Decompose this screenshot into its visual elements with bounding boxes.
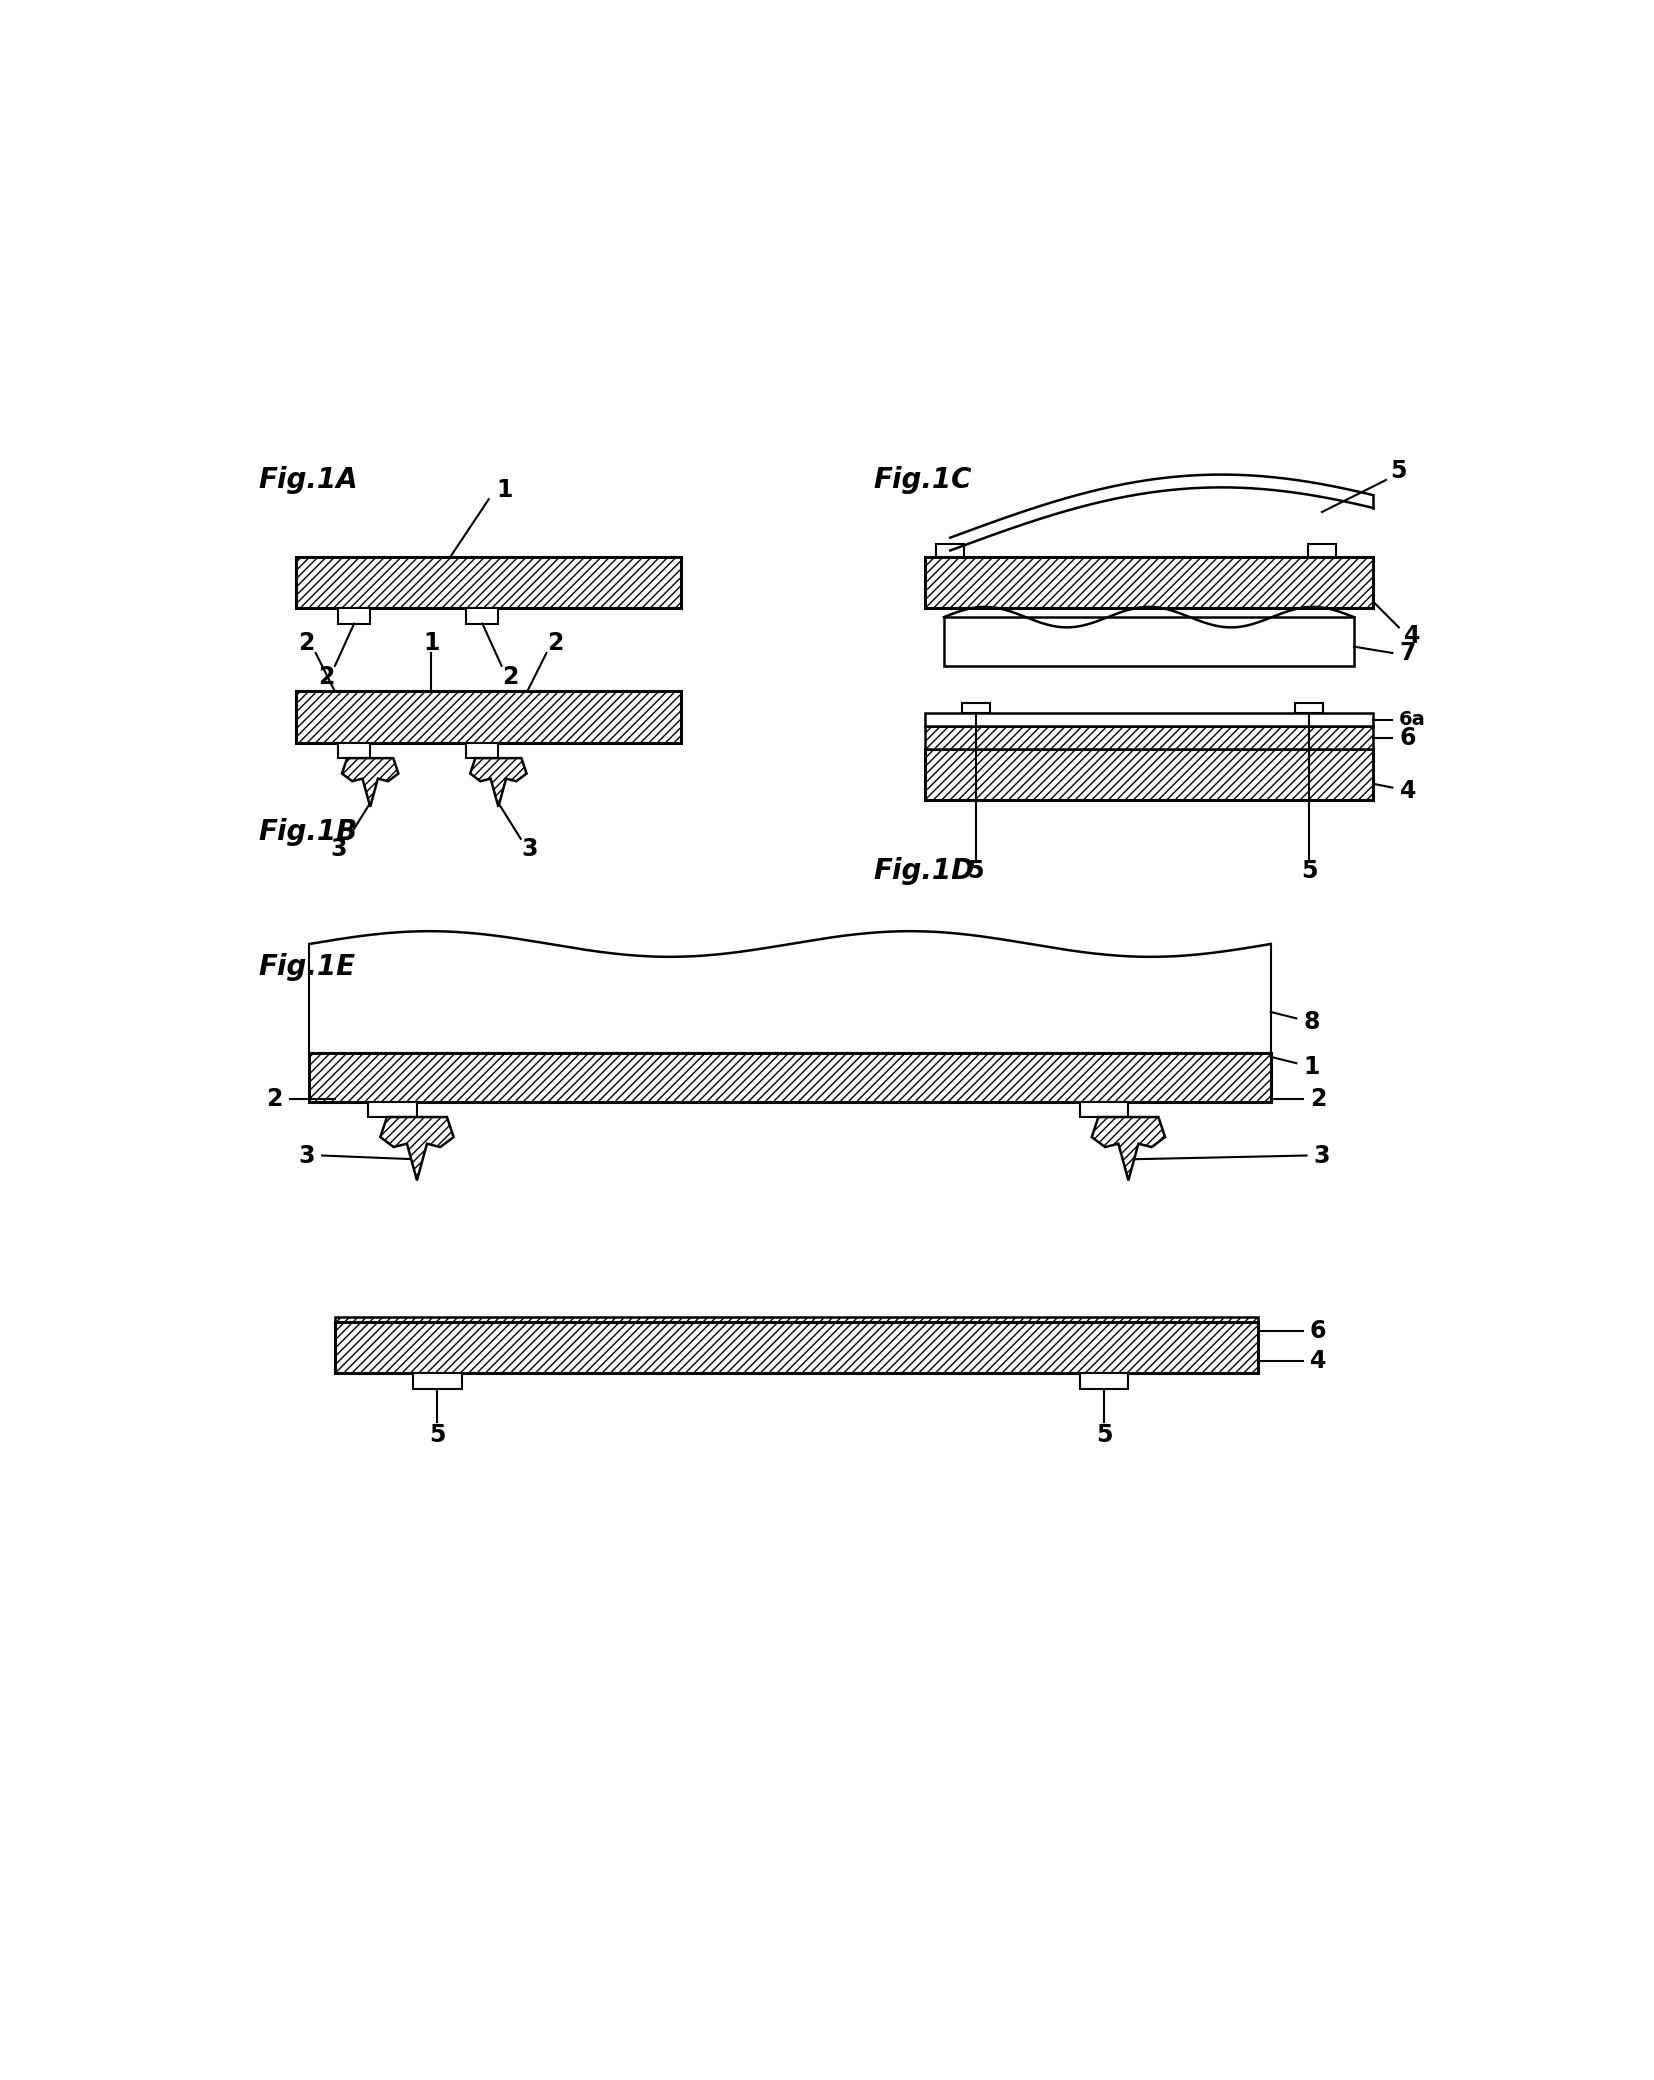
- Bar: [1080, 1373, 1128, 1389]
- Bar: [337, 743, 370, 757]
- Text: 5: 5: [968, 859, 984, 882]
- Text: 2: 2: [503, 666, 519, 688]
- Text: 3: 3: [1313, 1144, 1330, 1167]
- Text: 5: 5: [1097, 1423, 1111, 1448]
- Bar: [414, 1373, 461, 1389]
- Bar: [1295, 703, 1323, 713]
- Text: 7: 7: [1399, 641, 1416, 666]
- Text: Fig.1D: Fig.1D: [873, 857, 974, 884]
- Text: Fig.1B: Fig.1B: [258, 820, 357, 847]
- Text: 5: 5: [1391, 460, 1408, 483]
- Text: 2: 2: [1310, 1088, 1327, 1111]
- Bar: [369, 1102, 417, 1117]
- Text: 5: 5: [1302, 859, 1317, 882]
- Bar: [925, 749, 1373, 801]
- Text: 3: 3: [521, 836, 538, 861]
- Text: 4: 4: [1310, 1348, 1327, 1373]
- Polygon shape: [470, 757, 526, 807]
- Text: 1: 1: [1303, 1055, 1320, 1080]
- Bar: [944, 618, 1355, 666]
- Text: Fig.1E: Fig.1E: [258, 953, 356, 982]
- Bar: [925, 713, 1373, 726]
- Bar: [334, 1317, 1259, 1346]
- Text: 6a: 6a: [1398, 709, 1426, 730]
- Text: 1: 1: [423, 630, 440, 655]
- Bar: [1308, 545, 1336, 557]
- Text: 6: 6: [1399, 726, 1416, 749]
- Text: 4: 4: [1399, 780, 1416, 803]
- Bar: [936, 545, 964, 557]
- Bar: [334, 1323, 1259, 1373]
- Polygon shape: [342, 757, 399, 807]
- Polygon shape: [1092, 1117, 1164, 1179]
- Bar: [1080, 1102, 1128, 1117]
- Bar: [466, 743, 498, 757]
- Polygon shape: [380, 1117, 453, 1179]
- Text: 3: 3: [331, 836, 347, 861]
- Text: 1: 1: [496, 478, 513, 501]
- Text: 5: 5: [430, 1423, 445, 1448]
- Bar: [925, 557, 1373, 607]
- Bar: [337, 607, 370, 624]
- Text: 2: 2: [266, 1088, 283, 1111]
- Text: 8: 8: [1303, 1011, 1320, 1034]
- Text: 2: 2: [298, 630, 314, 655]
- Bar: [961, 703, 991, 713]
- Bar: [296, 691, 681, 743]
- Text: 4: 4: [1404, 624, 1419, 649]
- Text: Fig.1C: Fig.1C: [873, 466, 973, 493]
- Text: 2: 2: [547, 630, 564, 655]
- Bar: [925, 726, 1373, 749]
- Text: 6: 6: [1310, 1319, 1327, 1344]
- Text: 2: 2: [318, 666, 334, 688]
- Text: 3: 3: [298, 1144, 314, 1167]
- Bar: [466, 607, 498, 624]
- Bar: [296, 557, 681, 607]
- Text: Fig.1A: Fig.1A: [258, 466, 357, 493]
- Bar: [309, 1052, 1270, 1102]
